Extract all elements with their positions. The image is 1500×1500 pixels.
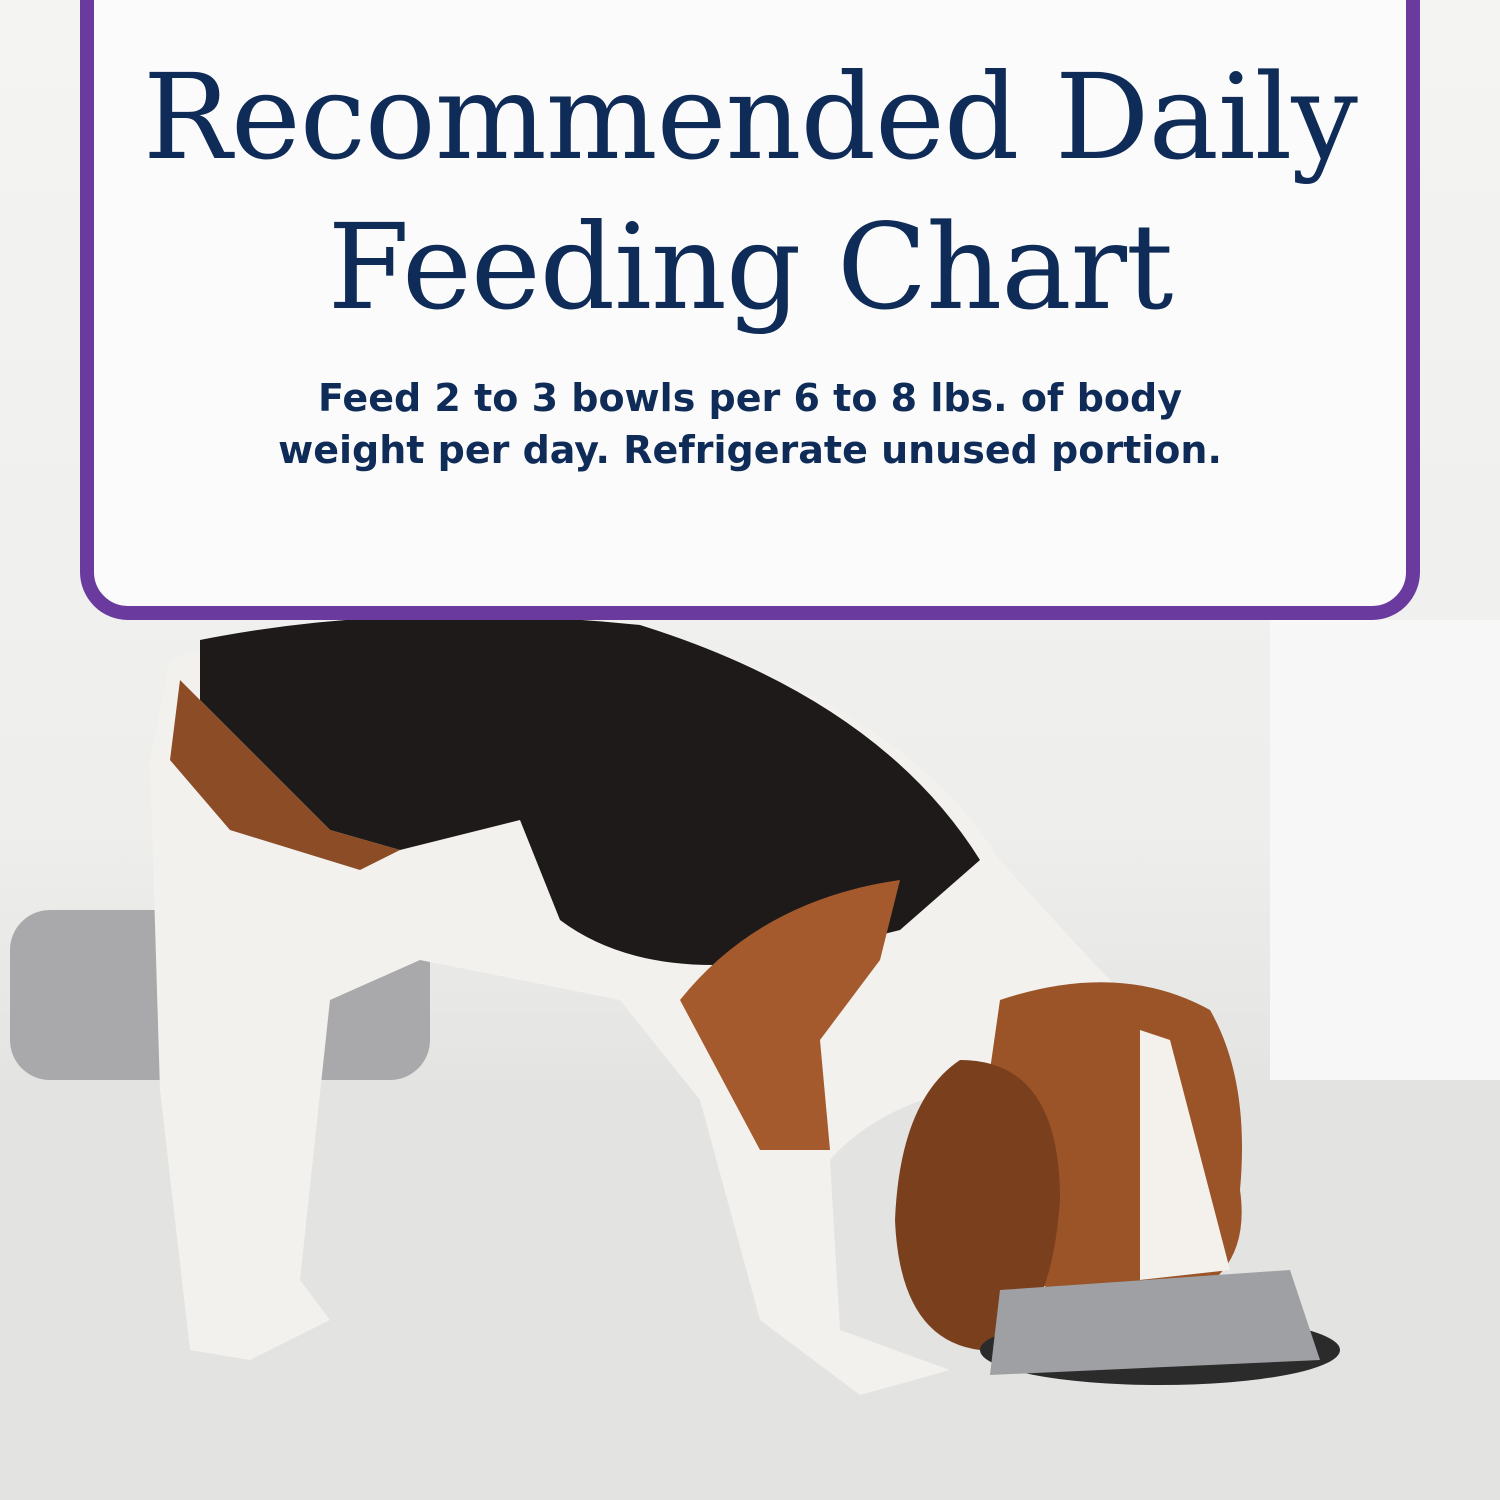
title-line-1: Recommended Daily	[143, 48, 1358, 186]
food-bowl-side	[990, 1270, 1320, 1375]
feeding-info-card: Recommended Daily Feeding Chart Feed 2 t…	[80, 0, 1420, 620]
instructions-line-2: weight per day. Refrigerate unused porti…	[278, 428, 1222, 472]
page-title: Recommended Daily Feeding Chart	[94, 42, 1406, 342]
dog-tan-patch	[170, 680, 400, 870]
dog-shoulder-tan	[680, 880, 900, 1150]
dog-blaze	[1140, 1030, 1230, 1280]
dog-black-saddle	[200, 615, 980, 965]
instructions-line-1: Feed 2 to 3 bowls per 6 to 8 lbs. of bod…	[318, 376, 1182, 420]
dog-ear	[895, 1060, 1060, 1350]
title-line-2: Feeding Chart	[327, 198, 1174, 336]
feeding-instructions: Feed 2 to 3 bowls per 6 to 8 lbs. of bod…	[94, 372, 1406, 476]
window-light	[1270, 620, 1500, 1080]
